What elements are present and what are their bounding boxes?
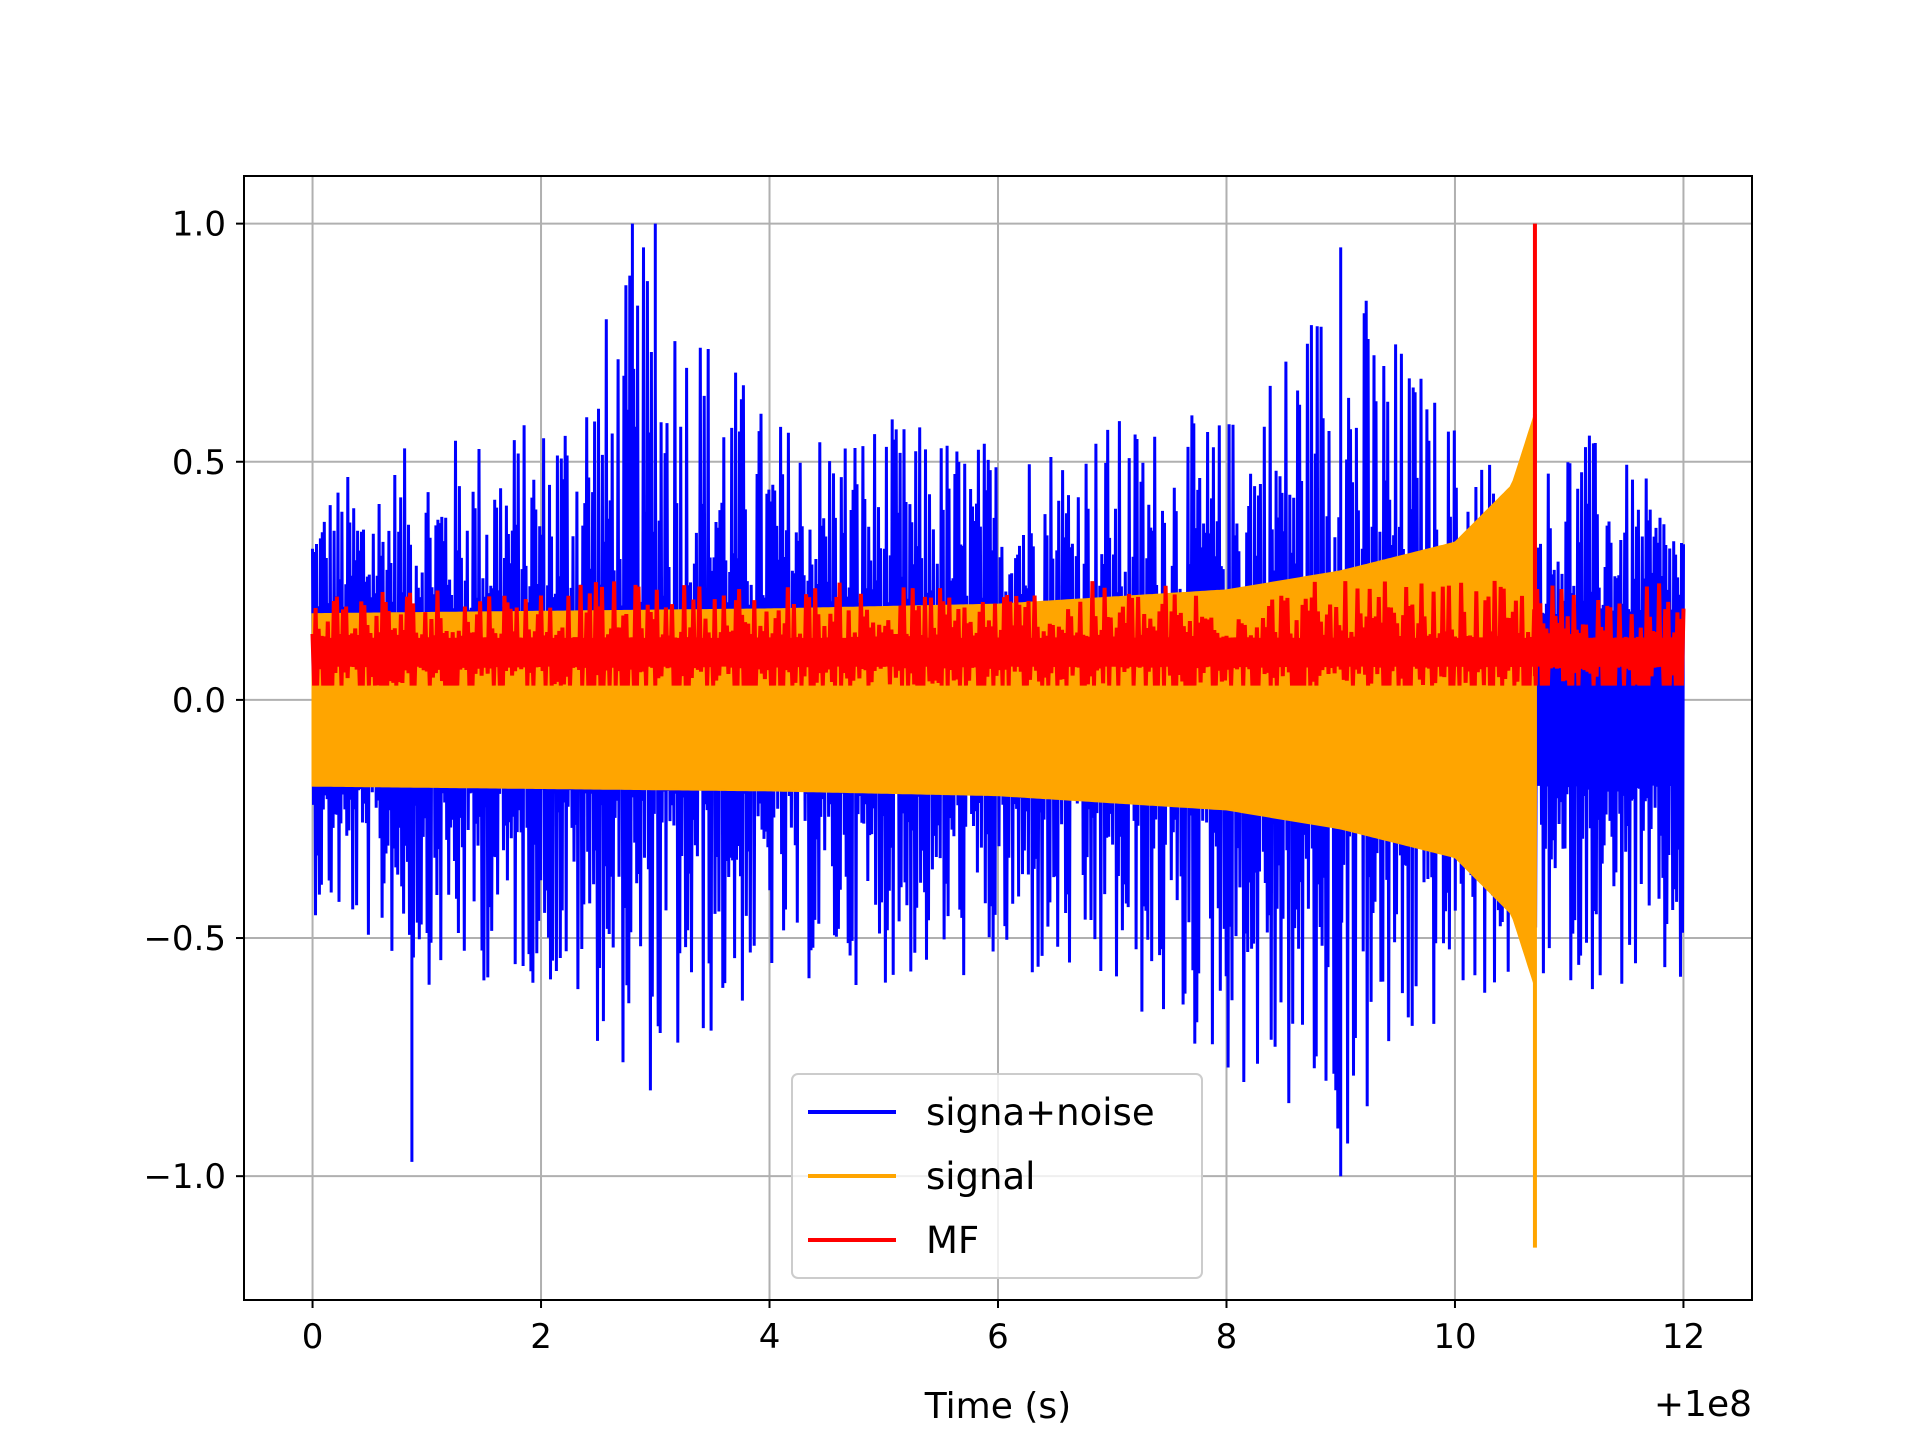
x-tick-label: 4 (759, 1317, 781, 1357)
x-offset-label: +1e8 (1654, 1384, 1752, 1425)
y-tick-label: −0.5 (143, 919, 226, 959)
axis-ticks: 0 2 4 6 8 10 12 1.0 0.5 0.0 −0.5 −1.0 (143, 205, 1705, 1357)
series-layer (310, 223, 1686, 1248)
x-tick-label: 0 (302, 1317, 324, 1357)
x-tick-label: 2 (530, 1317, 552, 1357)
legend-label: signa+noise (926, 1091, 1155, 1134)
y-tick-label: 1.0 (172, 205, 226, 245)
y-tick-label: 0.5 (172, 443, 226, 483)
y-tick-label: −1.0 (143, 1157, 226, 1197)
legend-box (791, 1073, 1203, 1279)
legend: signa+noise signal MF (791, 1073, 1203, 1279)
x-axis-label: Time (s) (924, 1386, 1071, 1427)
legend-label: MF (926, 1219, 979, 1262)
series-mf (310, 223, 1686, 686)
legend-label: signal (926, 1155, 1035, 1198)
x-tick-label: 10 (1433, 1317, 1476, 1357)
x-tick-label: 12 (1662, 1317, 1705, 1357)
x-tick-label: 8 (1216, 1317, 1238, 1357)
y-tick-label: 0.0 (172, 681, 226, 721)
x-tick-label: 6 (987, 1317, 1009, 1357)
